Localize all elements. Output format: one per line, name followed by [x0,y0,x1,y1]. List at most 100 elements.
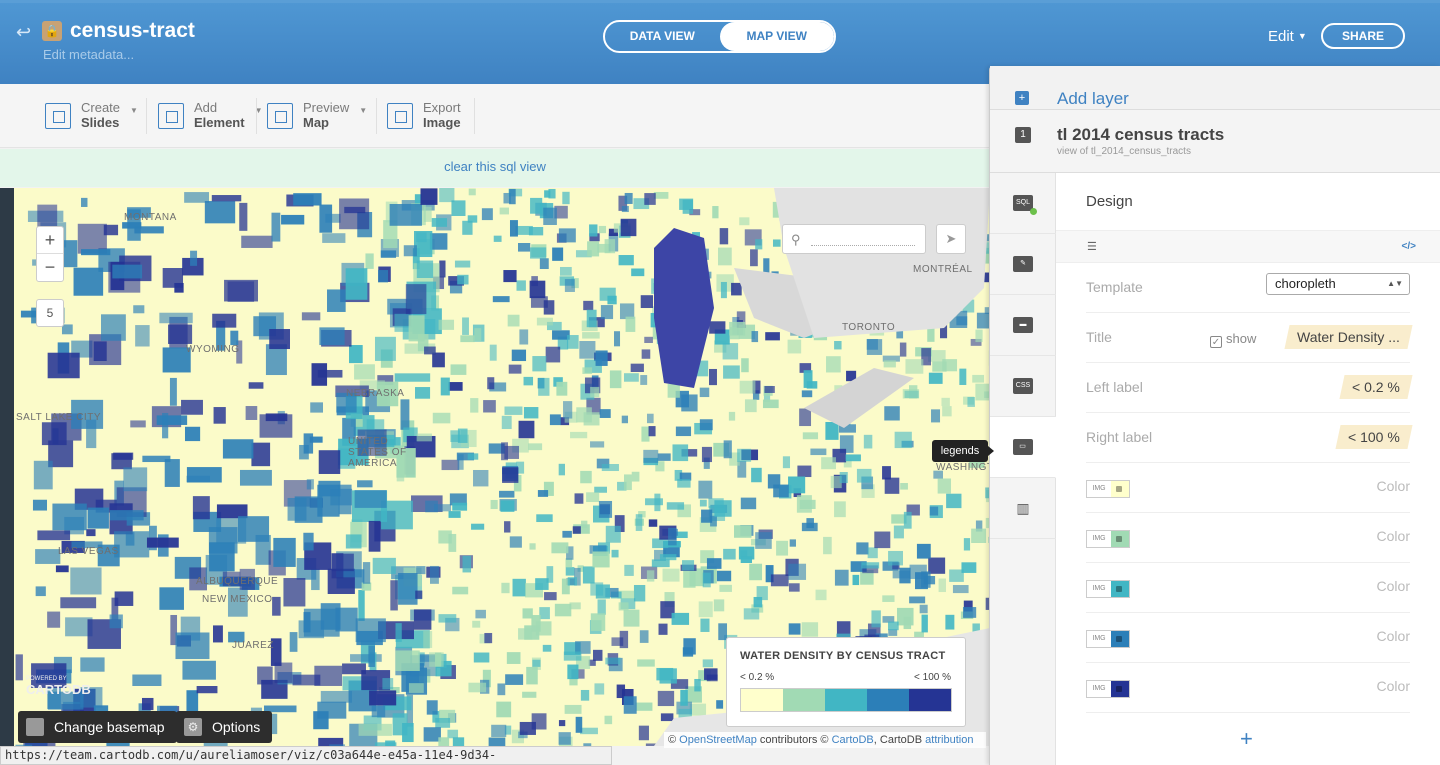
edit-metadata-link[interactable]: Edit metadata... [43,47,135,62]
export-image-button[interactable]: Export Image [387,100,461,134]
tract-polygon [488,737,506,746]
page-title[interactable]: census-tract [70,19,195,42]
preview-map-button[interactable]: Preview Map ▼ [267,100,367,134]
tract-polygon [985,487,990,499]
tract-polygon [625,316,636,332]
tract-polygon [186,690,199,718]
map-label: WYOMING [186,344,240,355]
tract-polygon [619,630,629,649]
tract-polygon [73,267,104,296]
create-slides-button[interactable]: Create Slides ▼ [45,100,138,134]
legend-color-4 [867,689,909,711]
add-element-button[interactable]: Add Element ▼ [158,100,263,134]
map-search-input[interactable]: ⚲ [782,224,926,254]
tract-polygon [637,659,655,667]
wizard-tab[interactable]: ✎ [990,234,1056,295]
caret-down-icon[interactable]: ▼ [359,106,368,115]
tract-polygon [984,307,990,315]
tract-polygon [93,341,107,361]
wizard-list-icon[interactable]: ☰ [1087,241,1097,253]
tract-polygon [368,645,375,667]
tab-map-view[interactable]: MAP VIEW [719,22,834,51]
css-tab[interactable]: CSS [990,356,1056,417]
show-label: show [1226,331,1257,346]
filters-tab[interactable]: ▥ [990,478,1056,539]
tract-polygon [866,339,883,355]
legends-tab[interactable]: ▭ [990,417,1056,478]
tract-polygon [670,679,689,689]
tract-polygon [644,193,656,205]
color-swatch-picker[interactable]: IMG [1086,630,1130,648]
tract-polygon [586,492,600,503]
tract-polygon [620,218,637,237]
title-input[interactable]: Water Density ... [1284,325,1413,349]
tract-polygon [462,220,473,235]
zoom-out-button[interactable]: − [44,257,56,277]
tract-polygon [432,711,440,723]
tract-polygon [752,380,761,394]
layer-header[interactable]: 1 tl 2014 census tracts view of tl_2014_… [990,110,1440,173]
tract-polygon [796,495,812,513]
tab-data-view[interactable]: DATA VIEW [629,29,695,43]
tract-polygon [638,725,649,741]
tract-polygon [551,542,569,554]
attribution-link[interactable]: attribution [925,734,974,746]
tract-polygon [648,519,658,527]
tract-polygon [32,499,48,511]
caret-down-icon[interactable]: ▼ [130,106,138,115]
add-color-button[interactable]: + [1240,726,1253,751]
tract-polygon [619,303,635,320]
tract-polygon [190,250,198,266]
tract-polygon [492,296,510,303]
tract-polygon [681,449,698,457]
tract-polygon [563,401,573,419]
tract-polygon [405,284,427,315]
tract-polygon [378,270,389,283]
tract-polygon [303,532,314,551]
change-basemap-button[interactable]: Change basemap [18,711,177,743]
tract-polygon [667,383,680,398]
right-label-input[interactable]: < 100 % [1335,425,1413,449]
template-select[interactable]: choropleth ▲▼ [1266,273,1410,295]
tract-polygon [396,448,416,478]
tract-polygon [856,468,872,483]
sql-tab[interactable]: SQL [990,173,1056,234]
tract-polygon [122,222,142,229]
preview-icon [267,103,293,129]
openstreetmap-link[interactable]: OpenStreetMap [679,734,757,746]
tract-polygon [834,340,842,350]
tract-polygon [431,218,448,227]
tract-polygon [594,683,605,695]
clear-sql-view-link[interactable]: clear this sql view [444,159,546,174]
tract-polygon [467,453,479,460]
tract-polygon [382,678,394,690]
cartodb-link[interactable]: CartoDB [831,734,874,746]
tract-polygon [504,406,523,415]
left-label-input[interactable]: < 0.2 % [1339,375,1413,399]
tract-polygon [548,188,556,199]
caret-down-icon[interactable]: ▼ [254,106,263,115]
options-button[interactable]: ⚙ Options [176,711,273,743]
locate-button[interactable]: ➤ [936,224,966,254]
tract-polygon [106,741,130,746]
zoom-in-button[interactable]: + [37,227,63,254]
lock-icon[interactable]: 🔒 [42,21,62,41]
infowindow-tab[interactable]: ▬ [990,295,1056,356]
code-toggle[interactable]: </> [1401,241,1416,252]
show-title-checkbox[interactable]: ✓ show [1210,331,1256,348]
color-swatch-picker[interactable]: IMG [1086,680,1130,698]
tract-polygon [293,193,322,206]
color-swatch-picker[interactable]: IMG [1086,580,1130,598]
tract-polygon [657,690,675,707]
tract-polygon [604,715,613,725]
share-button[interactable]: SHARE [1321,23,1405,49]
tract-polygon [588,659,596,666]
tract-polygon [959,368,967,385]
legend-left-label: < 0.2 % [740,672,775,683]
tract-polygon [624,192,633,204]
edit-menu[interactable]: Edit ▼ [1268,28,1307,45]
back-arrow-icon[interactable]: ↩ [16,22,32,42]
color-swatch-picker[interactable]: IMG [1086,480,1130,498]
add-layer-row[interactable]: + Add layer [990,66,1440,110]
color-swatch-picker[interactable]: IMG [1086,530,1130,548]
